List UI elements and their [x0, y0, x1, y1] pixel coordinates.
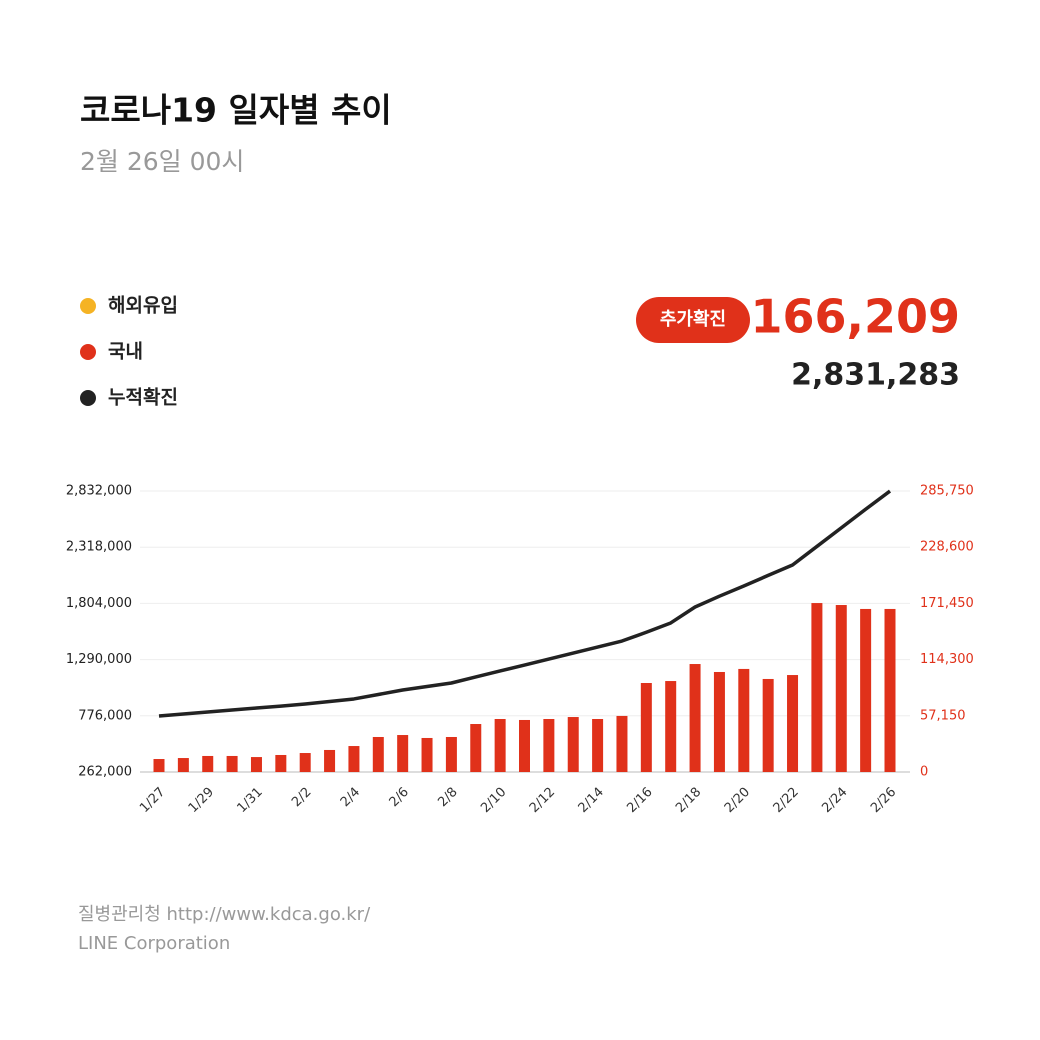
x-tick-label: 2/6: [387, 785, 412, 810]
y2-tick-label: 0: [920, 765, 928, 780]
bar: [153, 759, 165, 772]
bar: [445, 736, 457, 772]
badge-text: 추가확진: [660, 309, 726, 330]
legend-label: 해외유입: [108, 295, 178, 317]
legend-label: 누적확진: [108, 386, 178, 409]
subtitle: 2월 26일 00시: [80, 147, 244, 176]
bar: [226, 755, 238, 772]
x-tick-label: 2/20: [722, 785, 753, 816]
y2-tick-label: 228,600: [920, 540, 974, 555]
y2-tick-label: 57,150: [920, 708, 966, 723]
bar: [348, 746, 360, 772]
legend-swatch: [80, 390, 96, 406]
bar: [640, 683, 652, 772]
total-cases: 2,831,283: [791, 358, 960, 393]
bar: [762, 678, 774, 772]
bar: [177, 758, 189, 772]
x-tick-label: 2/4: [338, 785, 363, 810]
badge: [636, 297, 750, 343]
bar: [494, 718, 506, 772]
legend-label: 국내: [108, 341, 143, 363]
y-tick-label: 2,832,000: [66, 484, 132, 499]
bar: [835, 605, 847, 772]
x-tick-label: 2/24: [819, 785, 850, 816]
line: [158, 489, 892, 718]
bar: [299, 753, 311, 772]
bar: [738, 668, 750, 772]
bar: [421, 737, 433, 772]
bar: [324, 749, 336, 772]
bar: [250, 757, 262, 772]
legend-swatch: [80, 298, 96, 314]
bar: [519, 719, 530, 772]
x-tick-label: 2/12: [527, 785, 558, 816]
x-tick-label: 2/10: [478, 785, 509, 816]
source: 질병관리청 http://www.kdca.go.kr/: [78, 904, 371, 925]
x-tick-label: 2/26: [868, 785, 899, 816]
bar: [787, 675, 799, 772]
x-tick-label: 2/14: [576, 785, 607, 816]
x-tick-label: 1/27: [137, 785, 168, 816]
bar: [860, 608, 872, 772]
bar: [884, 608, 896, 772]
bar: [372, 736, 384, 772]
y2-tick-label: 171,450: [920, 596, 974, 611]
x-tick-label: 1/29: [186, 785, 217, 816]
x-tick-label: 2/22: [771, 785, 802, 816]
bar: [543, 718, 555, 772]
legend-swatch: [80, 344, 96, 360]
bar: [811, 603, 823, 772]
y2-tick-label: 285,750: [920, 484, 974, 499]
title: 코로나19 일자별 추이: [80, 91, 392, 130]
bar: [275, 754, 287, 772]
y-tick-label: 1,804,000: [66, 596, 132, 611]
y-tick-label: 1,290,000: [66, 652, 132, 667]
x-tick-label: 2/2: [289, 785, 314, 810]
new-cases: 166,209: [750, 290, 960, 344]
bar: [713, 671, 725, 772]
y-tick-label: 776,000: [78, 708, 132, 723]
y2-tick-label: 114,300: [920, 652, 974, 667]
bar: [470, 724, 482, 772]
bar: [665, 681, 677, 772]
y-tick-label: 2,318,000: [66, 540, 132, 555]
x-tick-label: 1/31: [235, 785, 266, 816]
bar: [397, 735, 409, 772]
x-tick-label: 2/8: [435, 785, 460, 810]
bar: [689, 664, 701, 772]
y-tick-label: 262,000: [78, 765, 132, 780]
bar: [592, 718, 604, 772]
x-tick-label: 2/16: [624, 785, 655, 816]
bar: [616, 715, 628, 772]
x-tick-label: 2/18: [673, 785, 704, 816]
bar: [202, 755, 214, 772]
bar: [567, 717, 579, 772]
credit: LINE Corporation: [78, 933, 230, 954]
